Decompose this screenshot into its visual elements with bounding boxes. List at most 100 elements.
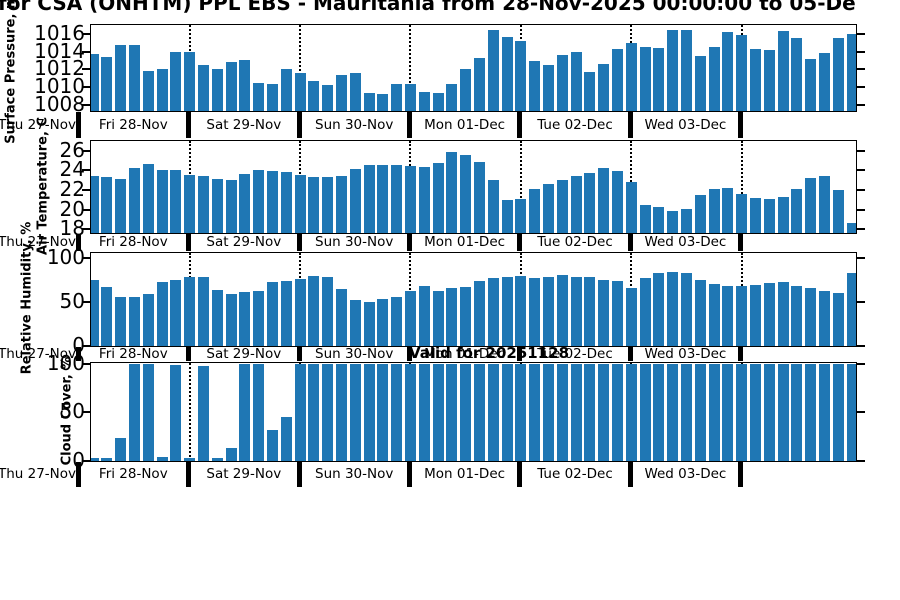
bar	[253, 290, 265, 346]
bar	[391, 296, 403, 346]
bar	[280, 417, 292, 461]
bar	[473, 57, 485, 111]
day-label: Fri 28-Nov	[98, 466, 168, 482]
bar	[805, 58, 817, 111]
bar	[253, 82, 265, 111]
day-label: Tue 02-Dec	[537, 234, 613, 250]
bar	[239, 292, 251, 346]
day-boundary-tick	[296, 461, 302, 487]
bar	[184, 175, 196, 233]
bar	[846, 272, 856, 346]
bar	[598, 64, 610, 111]
bar	[349, 169, 361, 233]
bar	[625, 42, 637, 111]
bar	[197, 176, 209, 233]
bar	[529, 188, 541, 233]
bar	[308, 275, 320, 346]
bar	[266, 83, 278, 111]
day-label: Sat 29-Nov	[206, 116, 282, 133]
bar	[391, 363, 403, 461]
bar	[736, 363, 748, 461]
bar	[556, 363, 568, 461]
day-boundary-tick	[627, 233, 633, 251]
bar	[322, 85, 334, 111]
bar	[432, 363, 444, 461]
day-label: Tue 02-Dec	[537, 116, 613, 133]
bar	[460, 69, 472, 111]
day-label: Wed 03-Dec	[644, 466, 727, 482]
bar	[694, 280, 706, 346]
bar	[225, 294, 237, 346]
bar	[529, 61, 541, 111]
bar	[280, 69, 292, 111]
bar	[501, 276, 513, 346]
bar	[708, 188, 720, 233]
day-boundary-tick	[406, 111, 412, 138]
axis-tick	[857, 362, 865, 365]
bar	[722, 363, 734, 461]
bar	[736, 193, 748, 233]
bar	[391, 83, 403, 111]
bar	[846, 363, 856, 461]
day-label: Mon 01-Dec	[424, 466, 506, 482]
bar	[611, 171, 623, 233]
date-axis-strip-2: Thu 27-Nov Fri 28-Nov Sat 29-Nov Sun 30-Nov…	[0, 233, 900, 251]
bar	[763, 363, 775, 461]
bar	[170, 280, 182, 346]
bar	[542, 184, 554, 233]
day-boundary-tick	[738, 111, 744, 138]
bar	[101, 287, 113, 346]
bar	[335, 176, 347, 233]
bar	[308, 363, 320, 461]
ytick-label: 1012	[34, 56, 85, 81]
bar	[239, 363, 251, 461]
bar	[253, 170, 265, 233]
bar	[570, 363, 582, 461]
day-boundary-tick	[517, 346, 523, 361]
bar	[446, 287, 458, 346]
day-boundary-tick	[75, 461, 81, 487]
day-label: Thu 27-Nov	[0, 466, 77, 482]
bar	[680, 363, 692, 461]
bar	[818, 53, 830, 111]
axis-tick	[82, 169, 90, 172]
bar	[335, 288, 347, 346]
bar	[529, 363, 541, 461]
ytick-label: 18	[59, 216, 85, 241]
bar	[294, 72, 306, 111]
bar	[625, 363, 637, 461]
bar	[460, 287, 472, 346]
day-boundary-tick	[75, 111, 81, 138]
bar	[832, 293, 844, 346]
bar	[791, 363, 803, 461]
day-boundary-line	[740, 141, 743, 233]
bar	[432, 162, 444, 233]
date-axis-strip-1: Thu 27-Nov Fri 28-Nov Sat 29-Nov Sun 30-Nov…	[0, 111, 900, 138]
bar	[832, 363, 844, 461]
bar	[432, 290, 444, 346]
bar	[156, 281, 168, 346]
bar	[225, 180, 237, 233]
bar	[584, 72, 596, 111]
axis-tick	[857, 188, 865, 191]
bar	[142, 363, 154, 461]
ytick-label: 20	[59, 196, 85, 221]
bar	[128, 363, 140, 461]
bar	[805, 363, 817, 461]
bar	[805, 287, 817, 346]
bar	[101, 177, 113, 233]
bar	[211, 289, 223, 346]
bar	[749, 197, 761, 233]
day-label: Sun 30-Nov	[315, 234, 394, 250]
bar	[473, 363, 485, 461]
bar	[694, 56, 706, 111]
bar	[556, 55, 568, 111]
bar	[142, 163, 154, 233]
date-axis-strip-3: Thu 27-Nov Fri 28-Nov Sat 29-Nov Sun 30-Nov…	[0, 346, 900, 362]
bar	[542, 64, 554, 111]
bar	[460, 363, 472, 461]
bar	[197, 64, 209, 111]
bar	[777, 363, 789, 461]
day-boundary-tick	[627, 346, 633, 361]
